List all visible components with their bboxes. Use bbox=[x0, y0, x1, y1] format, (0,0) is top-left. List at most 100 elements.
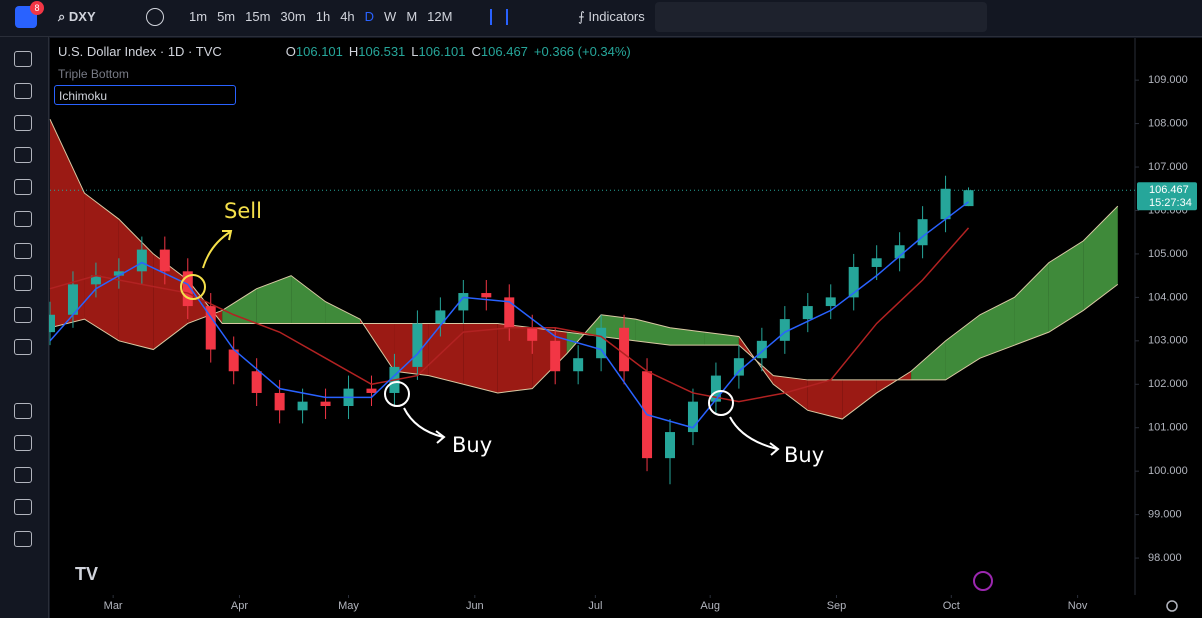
candle-body bbox=[848, 266, 859, 298]
lightning-icon[interactable] bbox=[973, 571, 993, 591]
buy-circle bbox=[708, 390, 734, 416]
tool-icon[interactable] bbox=[14, 211, 32, 227]
interval-button[interactable]: 1m bbox=[189, 9, 208, 24]
candle-body bbox=[573, 358, 584, 372]
candle-body bbox=[665, 432, 675, 459]
cloud-segment bbox=[497, 323, 533, 393]
tool-icon[interactable] bbox=[14, 307, 32, 323]
settings-icon[interactable] bbox=[1166, 600, 1178, 612]
tool-icon[interactable] bbox=[14, 275, 32, 291]
annotation: Buy bbox=[784, 443, 825, 467]
candle-body bbox=[527, 327, 538, 341]
cloud-segment bbox=[773, 375, 808, 411]
cloud-segment bbox=[153, 253, 188, 350]
tool-icon[interactable] bbox=[14, 83, 32, 99]
sell-circle bbox=[180, 274, 206, 300]
close-value: 106.467 bbox=[480, 44, 528, 59]
cloud-segment bbox=[1083, 206, 1118, 311]
high-value: 106.531 bbox=[358, 44, 406, 59]
interval-button[interactable]: 15m bbox=[245, 9, 271, 24]
tool-icon[interactable] bbox=[14, 115, 32, 131]
interval-button[interactable]: D bbox=[364, 9, 375, 24]
interval-button[interactable]: 12M bbox=[427, 9, 453, 24]
candle-body bbox=[917, 219, 928, 246]
x-tick-label: May bbox=[338, 600, 359, 612]
interval-button[interactable]: W bbox=[384, 9, 397, 24]
candle-body bbox=[297, 401, 308, 411]
tool-icon[interactable] bbox=[14, 403, 32, 419]
time-axis-background bbox=[50, 595, 1135, 618]
study-label[interactable]: Ichimoku bbox=[54, 85, 236, 105]
candle-body bbox=[596, 327, 607, 359]
candle-body bbox=[159, 249, 170, 272]
cloud-segment bbox=[1014, 262, 1049, 346]
candle-body bbox=[435, 310, 446, 324]
tool-icon[interactable] bbox=[14, 499, 32, 515]
cloud-segment bbox=[84, 193, 119, 341]
x-tick-label: Jun bbox=[466, 600, 484, 612]
open-label: O bbox=[285, 44, 296, 59]
countdown-label: 15:27:34 bbox=[1149, 197, 1192, 209]
notification-badge: 8 bbox=[30, 1, 44, 15]
study-label[interactable]: Triple Bottom bbox=[58, 67, 129, 81]
indicators-button[interactable]: ⨍ Indicators bbox=[578, 9, 645, 24]
x-tick-label: Sep bbox=[827, 600, 847, 612]
candle-body bbox=[458, 293, 469, 311]
candle-body bbox=[871, 258, 882, 267]
candle-body bbox=[412, 323, 423, 367]
tool-icon[interactable] bbox=[14, 243, 32, 259]
base-line bbox=[49, 227, 970, 403]
indicators-label[interactable]: Indicators bbox=[588, 9, 645, 24]
span-b-line bbox=[49, 119, 1119, 381]
cloud-segment bbox=[704, 332, 739, 346]
y-tick-label: 107.000 bbox=[1148, 161, 1188, 173]
compare-button[interactable] bbox=[146, 8, 164, 26]
tool-icon[interactable] bbox=[14, 339, 32, 355]
y-tick-label: 98.000 bbox=[1148, 552, 1182, 564]
interval-button[interactable]: 1h bbox=[315, 9, 331, 24]
candle-body bbox=[619, 327, 630, 372]
candle-body bbox=[205, 306, 216, 350]
chart-type-button[interactable] bbox=[490, 9, 508, 25]
symbol-search[interactable]: ⌕ DXY bbox=[58, 9, 96, 24]
x-tick-label: Jul bbox=[588, 600, 602, 612]
interval-list: 1m 5m 15m 30m 1h 4h D W M 12M bbox=[189, 9, 462, 24]
candle-body bbox=[67, 284, 78, 315]
interval-button[interactable]: 4h bbox=[340, 9, 355, 24]
interval-button[interactable]: 5m bbox=[217, 9, 236, 24]
candle-body bbox=[228, 349, 239, 372]
tool-icon[interactable] bbox=[14, 531, 32, 547]
candle-body bbox=[504, 297, 515, 328]
tool-icon[interactable] bbox=[14, 51, 32, 67]
candle-body bbox=[779, 319, 790, 341]
y-tick-label: 102.000 bbox=[1148, 378, 1188, 390]
logo: TV bbox=[75, 564, 98, 584]
interval-button[interactable]: M bbox=[406, 9, 418, 24]
price-axis-background bbox=[1135, 38, 1202, 618]
change-value: +0.366 (+0.34%) bbox=[533, 44, 631, 59]
tool-icon[interactable] bbox=[14, 467, 32, 483]
close-label: C bbox=[471, 44, 481, 59]
cloud-segment bbox=[428, 323, 464, 385]
candle-body bbox=[136, 249, 147, 272]
cloud-segment bbox=[325, 301, 360, 324]
candle-body bbox=[481, 293, 492, 298]
candle-body bbox=[710, 375, 721, 402]
tool-icon[interactable] bbox=[14, 147, 32, 163]
symbol[interactable]: DXY bbox=[68, 9, 96, 24]
cloud-segment bbox=[980, 297, 1015, 359]
open-value: 106.101 bbox=[295, 44, 343, 59]
low-label: L bbox=[411, 44, 419, 59]
candle-body bbox=[274, 392, 285, 411]
interval-button[interactable]: 30m bbox=[280, 9, 306, 24]
cloud-segment bbox=[807, 379, 843, 420]
buy-arrow bbox=[729, 416, 780, 456]
tool-icon[interactable] bbox=[14, 435, 32, 451]
x-tick-label: Nov bbox=[1068, 600, 1088, 612]
candle-body bbox=[45, 314, 55, 333]
candle-body bbox=[733, 358, 744, 376]
candle-body bbox=[90, 275, 101, 285]
tool-icon[interactable] bbox=[14, 179, 32, 195]
last-price-box bbox=[1137, 182, 1197, 211]
